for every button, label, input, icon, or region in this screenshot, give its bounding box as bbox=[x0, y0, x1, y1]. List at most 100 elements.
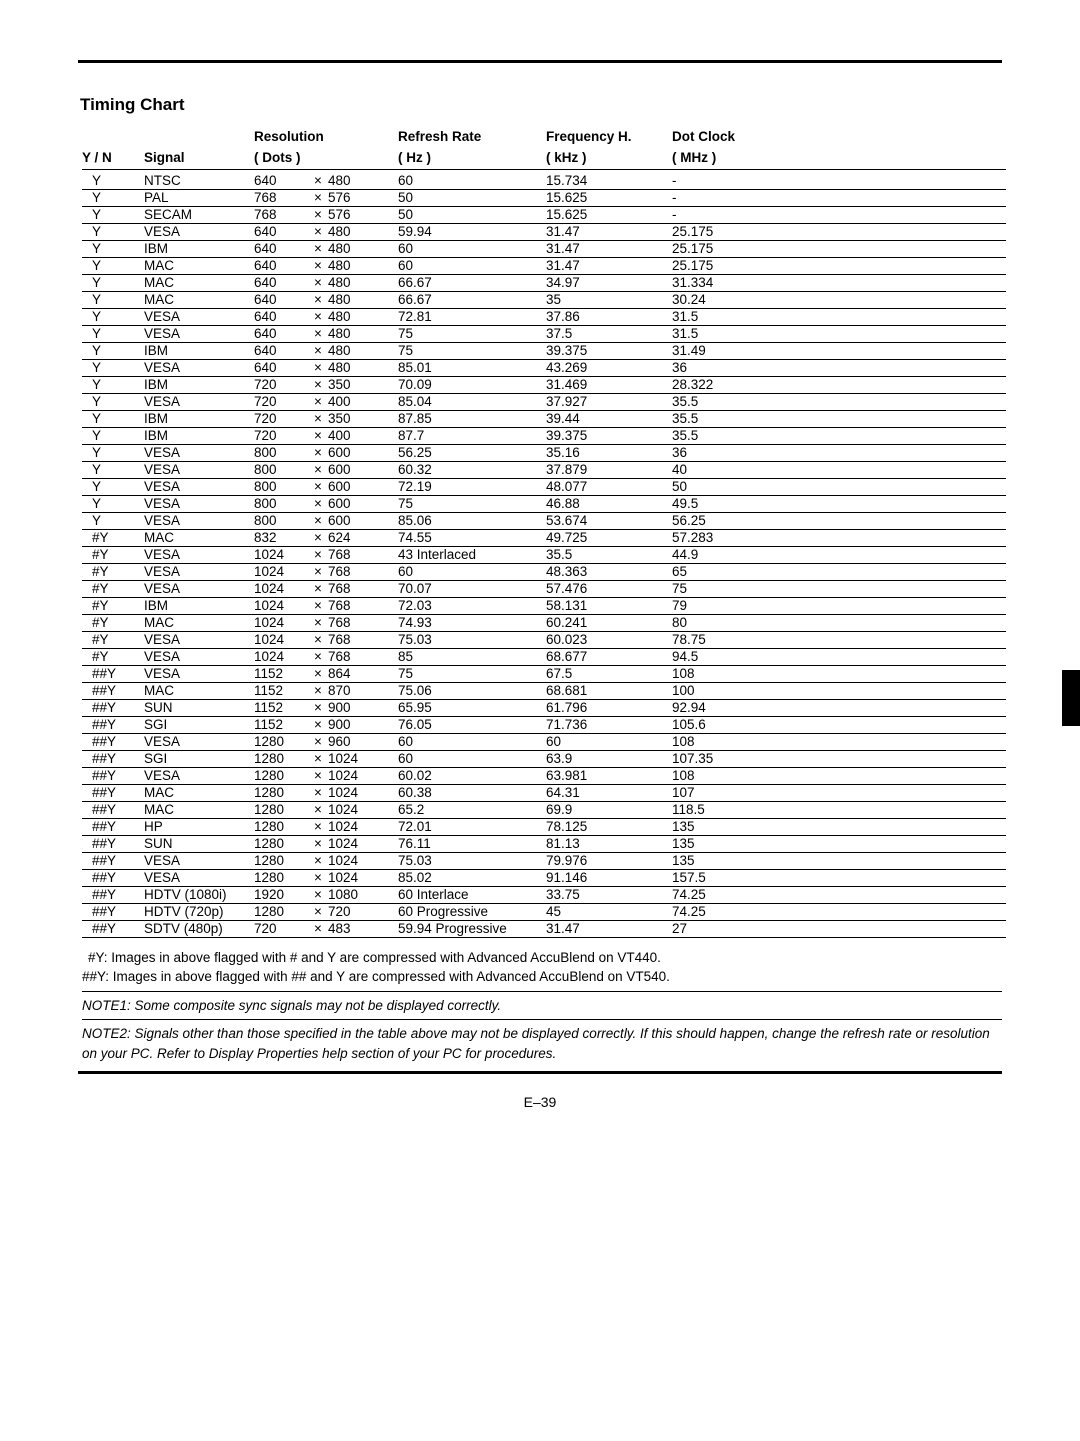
table-row: #YMAC1024×76874.9360.24180 bbox=[82, 614, 1006, 631]
cell-signal: IBM bbox=[144, 427, 254, 444]
table-row: YMAC640×48066.6734.9731.334 bbox=[82, 274, 1006, 291]
cell-res-w: 800 bbox=[254, 461, 308, 478]
cell-signal: HDTV (720p) bbox=[144, 903, 254, 920]
table-row: YVESA640×48059.9431.4725.175 bbox=[82, 223, 1006, 240]
cell-yn: ##Y bbox=[82, 665, 144, 682]
cell-res-w: 640 bbox=[254, 223, 308, 240]
cell-res-h: 1024 bbox=[328, 784, 398, 801]
cell-rate: 56.25 bbox=[398, 444, 546, 461]
cell-freq: 37.5 bbox=[546, 325, 672, 342]
cell-res-h: 768 bbox=[328, 631, 398, 648]
cell-res-w: 1280 bbox=[254, 767, 308, 784]
cell-res-w: 800 bbox=[254, 495, 308, 512]
cell-res-x: × bbox=[308, 580, 328, 597]
cell-clock: 44.9 bbox=[672, 546, 1006, 563]
cell-signal: HP bbox=[144, 818, 254, 835]
hdr-resolution-bot: ( Dots ) bbox=[254, 147, 398, 170]
cell-rate: 85.06 bbox=[398, 512, 546, 529]
cell-res-h: 480 bbox=[328, 359, 398, 376]
cell-freq: 69.9 bbox=[546, 801, 672, 818]
cell-res-x: × bbox=[308, 223, 328, 240]
cell-freq: 37.927 bbox=[546, 393, 672, 410]
cell-yn: #Y bbox=[82, 614, 144, 631]
cell-res-x: × bbox=[308, 699, 328, 716]
cell-clock: 74.25 bbox=[672, 886, 1006, 903]
cell-clock: 65 bbox=[672, 563, 1006, 580]
cell-yn: Y bbox=[82, 223, 144, 240]
cell-res-w: 1024 bbox=[254, 597, 308, 614]
cell-res-h: 870 bbox=[328, 682, 398, 699]
cell-signal: PAL bbox=[144, 189, 254, 206]
cell-rate: 72.81 bbox=[398, 308, 546, 325]
cell-res-x: × bbox=[308, 682, 328, 699]
cell-res-w: 1280 bbox=[254, 801, 308, 818]
cell-clock: 25.175 bbox=[672, 257, 1006, 274]
cell-rate: 60 bbox=[398, 170, 546, 190]
cell-rate: 75 bbox=[398, 342, 546, 359]
cell-clock: 40 bbox=[672, 461, 1006, 478]
cell-clock: 31.5 bbox=[672, 308, 1006, 325]
cell-yn: Y bbox=[82, 376, 144, 393]
cell-res-w: 640 bbox=[254, 325, 308, 342]
cell-res-h: 480 bbox=[328, 308, 398, 325]
cell-res-x: × bbox=[308, 512, 328, 529]
cell-signal: IBM bbox=[144, 410, 254, 427]
cell-yn: Y bbox=[82, 274, 144, 291]
cell-clock: 78.75 bbox=[672, 631, 1006, 648]
cell-clock: 108 bbox=[672, 733, 1006, 750]
cell-signal: MAC bbox=[144, 274, 254, 291]
table-row: #YVESA1024×76875.0360.02378.75 bbox=[82, 631, 1006, 648]
cell-freq: 60.241 bbox=[546, 614, 672, 631]
table-row: YVESA800×60056.2535.1636 bbox=[82, 444, 1006, 461]
cell-clock: 157.5 bbox=[672, 869, 1006, 886]
cell-res-h: 600 bbox=[328, 461, 398, 478]
cell-yn: ##Y bbox=[82, 801, 144, 818]
cell-clock: 100 bbox=[672, 682, 1006, 699]
cell-freq: 67.5 bbox=[546, 665, 672, 682]
table-row: #YMAC832×62474.5549.72557.283 bbox=[82, 529, 1006, 546]
cell-res-h: 600 bbox=[328, 478, 398, 495]
cell-freq: 79.976 bbox=[546, 852, 672, 869]
cell-rate: 87.85 bbox=[398, 410, 546, 427]
cell-freq: 61.796 bbox=[546, 699, 672, 716]
cell-res-h: 768 bbox=[328, 614, 398, 631]
cell-freq: 57.476 bbox=[546, 580, 672, 597]
table-row: ##YVESA1280×102460.0263.981108 bbox=[82, 767, 1006, 784]
cell-freq: 45 bbox=[546, 903, 672, 920]
cell-res-x: × bbox=[308, 478, 328, 495]
cell-freq: 64.31 bbox=[546, 784, 672, 801]
cell-clock: 108 bbox=[672, 665, 1006, 682]
cell-freq: 68.681 bbox=[546, 682, 672, 699]
cell-rate: 70.09 bbox=[398, 376, 546, 393]
hdr-clock-top: Dot Clock bbox=[672, 129, 1006, 147]
cell-freq: 91.146 bbox=[546, 869, 672, 886]
cell-res-w: 640 bbox=[254, 274, 308, 291]
cell-res-x: × bbox=[308, 784, 328, 801]
cell-yn: ##Y bbox=[82, 750, 144, 767]
cell-freq: 81.13 bbox=[546, 835, 672, 852]
cell-res-h: 1024 bbox=[328, 750, 398, 767]
cell-res-x: × bbox=[308, 257, 328, 274]
cell-res-x: × bbox=[308, 308, 328, 325]
cell-res-x: × bbox=[308, 444, 328, 461]
cell-signal: IBM bbox=[144, 597, 254, 614]
cell-res-x: × bbox=[308, 563, 328, 580]
table-row: YVESA640×4807537.531.5 bbox=[82, 325, 1006, 342]
cell-res-h: 1024 bbox=[328, 801, 398, 818]
cell-res-w: 1280 bbox=[254, 869, 308, 886]
cell-clock: 31.5 bbox=[672, 325, 1006, 342]
table-head: Y / N Signal Resolution Refresh Rate Fre… bbox=[82, 129, 1006, 170]
table-row: ##YVESA1280×9606060108 bbox=[82, 733, 1006, 750]
cell-clock: 79 bbox=[672, 597, 1006, 614]
cell-freq: 34.97 bbox=[546, 274, 672, 291]
cell-clock: 135 bbox=[672, 835, 1006, 852]
cell-res-h: 576 bbox=[328, 189, 398, 206]
cell-rate: 60 bbox=[398, 257, 546, 274]
table-row: ##YVESA1280×102485.0291.146157.5 bbox=[82, 869, 1006, 886]
cell-freq: 39.375 bbox=[546, 342, 672, 359]
cell-res-w: 1280 bbox=[254, 784, 308, 801]
cell-res-x: × bbox=[308, 393, 328, 410]
cell-freq: 49.725 bbox=[546, 529, 672, 546]
cell-rate: 59.94 Progressive bbox=[398, 920, 546, 937]
cell-signal: SDTV (480p) bbox=[144, 920, 254, 937]
